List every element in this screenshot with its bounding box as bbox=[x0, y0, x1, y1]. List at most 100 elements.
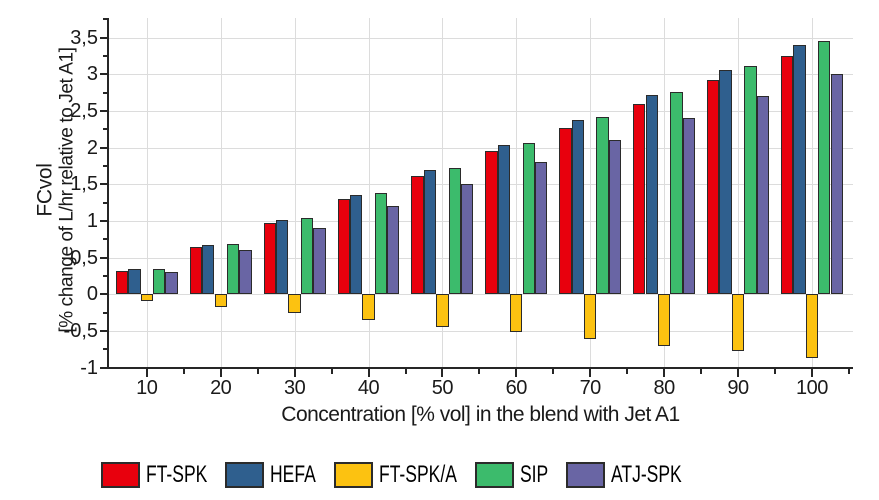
x-major-tick-60 bbox=[515, 369, 518, 377]
x-major-tick-70 bbox=[589, 369, 592, 377]
bar-atj-spk-30 bbox=[313, 228, 326, 295]
bar-ft-spk-60 bbox=[485, 151, 498, 295]
y-major-tick-0,5 bbox=[100, 256, 108, 259]
bar-sip-80 bbox=[670, 92, 683, 295]
bar-sip-30 bbox=[300, 218, 314, 295]
bar-atj-spk-100 bbox=[830, 74, 843, 295]
bar-ft-spk-a-40 bbox=[362, 294, 375, 320]
legend-label-sip: SIP bbox=[519, 461, 549, 488]
legend-swatch-ft-spk-a bbox=[334, 462, 374, 488]
y-major-tick-0 bbox=[100, 293, 108, 296]
bar-sip-50 bbox=[448, 167, 461, 295]
legend-swatch-atj-spk bbox=[566, 462, 605, 488]
bar-hefa-20 bbox=[202, 244, 215, 295]
h-gridline-1,5 bbox=[108, 184, 853, 186]
legend-item-ft-spk: FT-SPK bbox=[101, 462, 207, 488]
y-major-tick--0,5 bbox=[100, 329, 108, 332]
x-tick-label-80: 80 bbox=[653, 377, 675, 399]
y-axis-line bbox=[107, 18, 109, 369]
x-major-tick-80 bbox=[663, 369, 666, 377]
bar-sip-70 bbox=[596, 116, 609, 295]
bar-atj-spk-20 bbox=[239, 250, 252, 295]
v-gridline-70 bbox=[590, 18, 592, 368]
x-tick-label-50: 50 bbox=[431, 377, 454, 399]
y-major-tick-2 bbox=[100, 146, 108, 149]
x-tick-label-40: 40 bbox=[357, 377, 380, 399]
bar-ft-spk-a-70 bbox=[584, 294, 597, 339]
bar-hefa-60 bbox=[497, 144, 511, 295]
h-gridline-0 bbox=[108, 294, 853, 296]
v-gridline-50 bbox=[442, 18, 444, 368]
h-gridline-3 bbox=[108, 74, 853, 76]
x-minor-tick bbox=[700, 369, 702, 374]
bar-ft-spk-80 bbox=[633, 103, 646, 295]
bar-hefa-70 bbox=[571, 119, 584, 295]
legend-swatch-sip bbox=[474, 462, 514, 488]
v-gridline-100 bbox=[811, 18, 813, 368]
bar-ft-spk-a-10 bbox=[140, 294, 153, 301]
bar-hefa-80 bbox=[645, 94, 658, 295]
v-gridline-60 bbox=[516, 18, 518, 368]
x-tick-label-20: 20 bbox=[210, 377, 232, 399]
bar-atj-spk-10 bbox=[165, 272, 178, 295]
bar-ft-spk-90 bbox=[707, 80, 720, 295]
bar-sip-40 bbox=[374, 193, 388, 295]
x-tick-label-100: 100 bbox=[795, 377, 828, 399]
bar-ft-spk-40 bbox=[337, 199, 350, 295]
x-minor-tick bbox=[552, 369, 555, 374]
bar-ft-spk-10 bbox=[115, 270, 129, 295]
h-gridline--0,5 bbox=[108, 330, 853, 332]
y-tick-label-1,5: 1,5 bbox=[70, 173, 98, 196]
legend-label-ft-spk: FT-SPK bbox=[146, 461, 208, 488]
x-tick-label-70: 70 bbox=[579, 377, 602, 399]
bar-ft-spk-70 bbox=[559, 127, 572, 295]
v-gridline-40 bbox=[368, 18, 370, 368]
legend-label-atj-spk: ATJ-SPK bbox=[611, 461, 682, 488]
bar-hefa-40 bbox=[349, 194, 363, 295]
x-axis-line bbox=[107, 367, 853, 369]
bar-hefa-10 bbox=[128, 269, 141, 295]
bar-ft-spk-a-90 bbox=[731, 294, 745, 352]
y-tick-label--0,5: -0,5 bbox=[63, 319, 98, 342]
x-major-tick-10 bbox=[145, 369, 148, 377]
x-major-tick-50 bbox=[441, 369, 444, 377]
x-major-tick-90 bbox=[737, 369, 739, 377]
bar-atj-spk-70 bbox=[608, 140, 622, 295]
y-major-tick--1 bbox=[100, 366, 108, 369]
legend: FT-SPK HEFA FT-SPK/A SIP ATJ-SPK bbox=[101, 460, 682, 490]
h-gridline-1 bbox=[108, 221, 853, 222]
y-minor-tick bbox=[103, 201, 108, 204]
x-axis-title: Concentration [% vol] in the blend with … bbox=[281, 403, 680, 426]
x-minor-tick bbox=[626, 369, 629, 374]
y-tick-label-3,5: 3,5 bbox=[70, 26, 98, 49]
bar-sip-90 bbox=[744, 66, 757, 295]
legend-item-sip: SIP bbox=[474, 461, 549, 488]
bar-sip-100 bbox=[818, 41, 831, 295]
bar-atj-spk-90 bbox=[756, 96, 769, 295]
legend-label-ft-spk-a: FT-SPK/A bbox=[379, 461, 457, 488]
x-minor-tick bbox=[404, 369, 407, 374]
y-minor-tick bbox=[103, 165, 108, 167]
y-axis-title-line1: FCvol bbox=[33, 163, 57, 217]
y-tick-label-1: 1 bbox=[86, 210, 98, 232]
x-minor-tick bbox=[847, 369, 850, 374]
x-major-tick-20 bbox=[219, 369, 222, 377]
bar-ft-spk-a-100 bbox=[805, 294, 819, 359]
y-major-tick-3,5 bbox=[100, 36, 108, 39]
x-minor-tick bbox=[256, 369, 259, 374]
bar-hefa-100 bbox=[793, 45, 806, 295]
v-gridline-80 bbox=[664, 18, 666, 368]
x-minor-tick bbox=[330, 369, 333, 374]
legend-item-atj-spk: ATJ-SPK bbox=[566, 462, 682, 488]
y-minor-tick bbox=[103, 348, 108, 351]
bar-ft-spk-a-50 bbox=[436, 294, 449, 327]
x-major-tick-100 bbox=[810, 369, 813, 377]
bar-atj-spk-50 bbox=[461, 184, 474, 295]
y-minor-tick bbox=[103, 238, 108, 241]
bar-ft-spk-30 bbox=[263, 223, 276, 295]
y-minor-tick bbox=[103, 275, 108, 277]
bar-atj-spk-80 bbox=[682, 118, 696, 295]
h-gridline-2,5 bbox=[108, 111, 853, 113]
